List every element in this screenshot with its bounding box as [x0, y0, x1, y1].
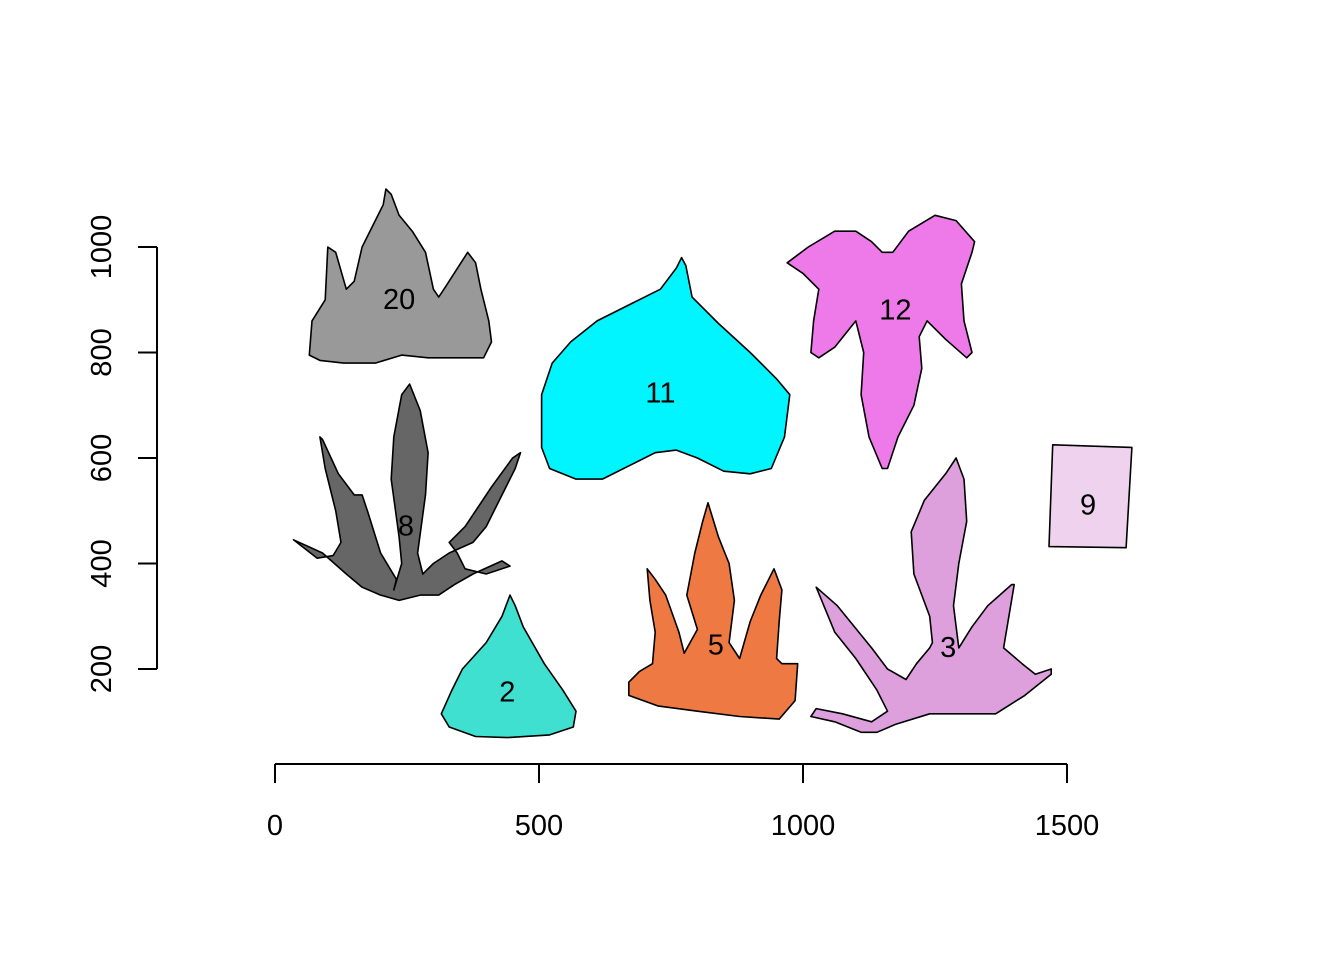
x-tick-label: 500: [515, 810, 563, 842]
shape-label-3: 3: [940, 632, 956, 664]
y-tick-label: 600: [86, 434, 118, 482]
y-axis: 200 400 600 800 1000: [86, 215, 158, 693]
shape-20: [308, 188, 493, 364]
shape-label-8: 8: [398, 511, 414, 543]
y-tick-label: 400: [86, 539, 118, 587]
shapes-layer: 20 11 12 8 2 5 3 9: [292, 188, 1133, 739]
x-axis: 0 500 1000 1500: [267, 763, 1100, 842]
shape-label-11: 11: [645, 378, 675, 410]
x-tick-label: 1000: [771, 810, 836, 842]
shape-2: [440, 594, 577, 739]
shape-3: [810, 457, 1052, 734]
x-tick-label: 0: [267, 810, 283, 842]
shape-label-20: 20: [383, 284, 415, 316]
x-tick-label: 1500: [1035, 810, 1100, 842]
shape-9: [1048, 444, 1133, 549]
y-tick-label: 1000: [86, 215, 118, 280]
shape-label-12: 12: [879, 294, 911, 326]
shape-12: [786, 214, 976, 470]
shape-5: [628, 502, 799, 720]
y-tick-label: 200: [86, 645, 118, 693]
shape-8: [292, 383, 522, 602]
shape-label-2: 2: [499, 677, 515, 709]
shape-label-9: 9: [1080, 489, 1096, 521]
shape-label-5: 5: [708, 629, 724, 661]
shape-11: [540, 256, 791, 480]
y-tick-label: 800: [86, 328, 118, 376]
